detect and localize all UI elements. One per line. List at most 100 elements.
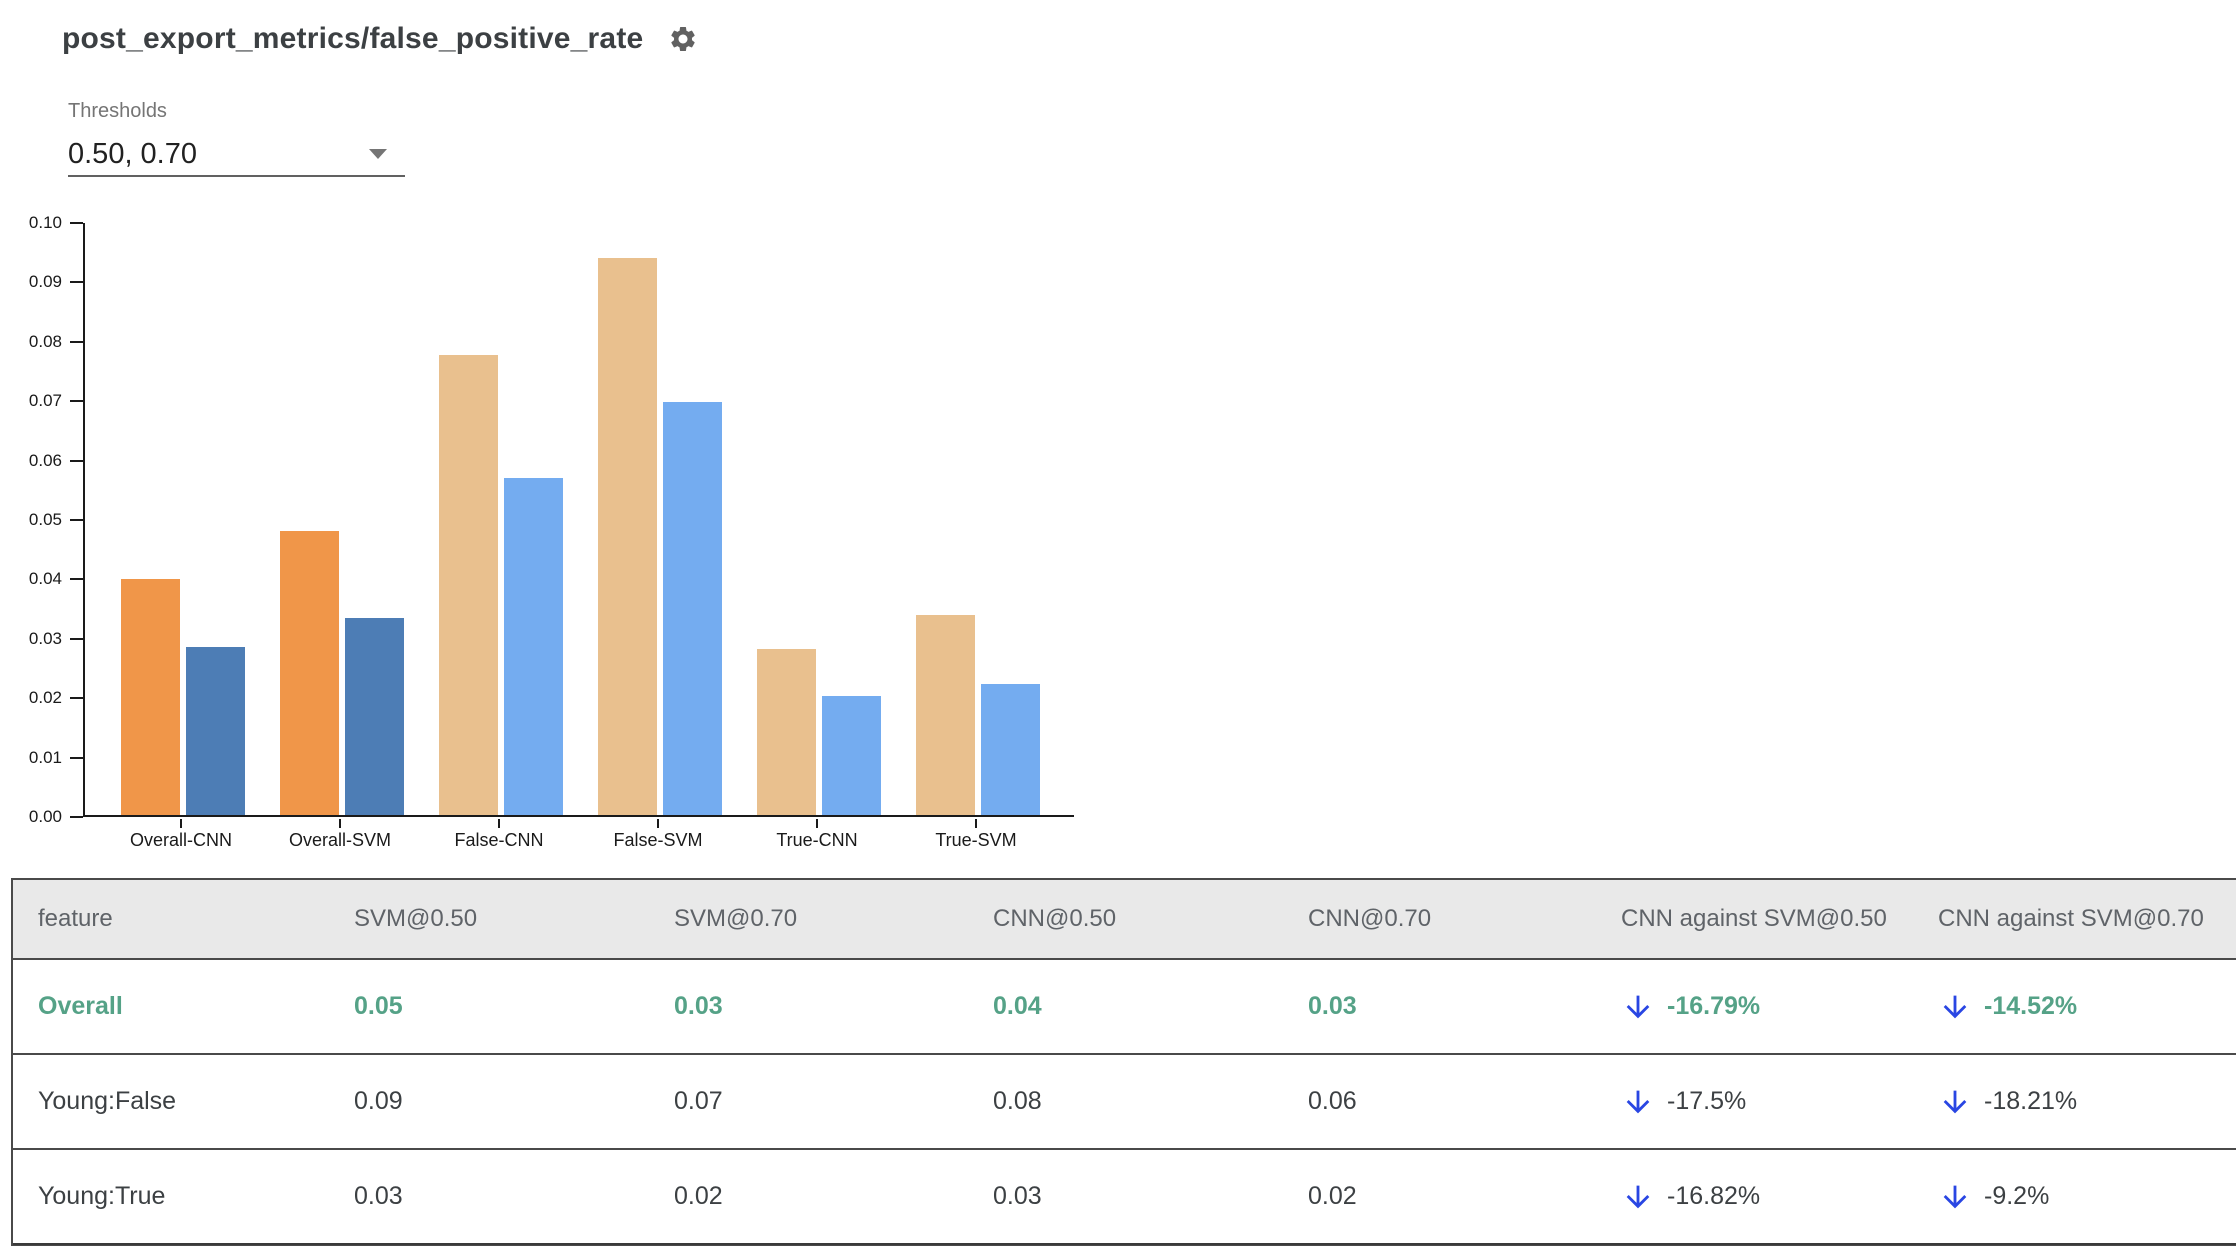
delta-cell: -14.52% bbox=[1913, 990, 2236, 1024]
metric-value-cell: 0.08 bbox=[993, 1087, 1042, 1115]
x-axis-category-label: True-CNN bbox=[776, 830, 858, 850]
bar-True-CNN-threshold-0.50[interactable] bbox=[757, 649, 816, 815]
metric-value-cell: 0.03 bbox=[1308, 992, 1357, 1020]
x-axis-category-label: False-SVM bbox=[613, 830, 703, 850]
metric-value-cell: 0.04 bbox=[993, 992, 1042, 1020]
x-axis-tick bbox=[975, 819, 977, 828]
bar-False-SVM-threshold-0.50[interactable] bbox=[598, 258, 657, 815]
column-header-cnn-against-svm-0-50: CNN against SVM@0.50 bbox=[1621, 905, 1887, 932]
y-axis-tick-label: 0.02 bbox=[28, 688, 62, 708]
delta-value: -14.52% bbox=[1984, 992, 2078, 1020]
table-header-row: feature SVM@0.50 SVM@0.70 CNN@0.50 CNN@0.70 C… bbox=[13, 880, 2236, 960]
y-axis-tick-label: 0.00 bbox=[28, 807, 62, 826]
chart-plot-area bbox=[83, 223, 1074, 817]
x-axis-tick bbox=[180, 819, 182, 828]
table-row-young-true: Young:True 0.03 0.02 0.03 0.02 -16.82% -9.2% bbox=[13, 1150, 2236, 1245]
metric-value-cell: 0.07 bbox=[674, 1087, 723, 1115]
arrow-down-icon bbox=[1943, 1185, 1967, 1208]
y-axis-tick-label: 0.07 bbox=[28, 391, 62, 411]
column-header-feature: feature bbox=[38, 905, 113, 932]
metrics-table: feature SVM@0.50 SVM@0.70 CNN@0.50 CNN@0.70 C… bbox=[11, 878, 2236, 1246]
y-axis-tick bbox=[70, 578, 83, 581]
delta-cell: -9.2% bbox=[1913, 1180, 2236, 1214]
column-header-svm-0-70: SVM@0.70 bbox=[674, 905, 798, 932]
x-axis-category-label: Overall-SVM bbox=[288, 830, 391, 850]
bar-Overall-CNN-threshold-0.70[interactable] bbox=[186, 647, 245, 815]
metric-value-cell: 0.05 bbox=[354, 992, 403, 1020]
metric-value-cell: 0.09 bbox=[354, 1087, 403, 1115]
metric-value-cell: 0.02 bbox=[674, 1182, 723, 1210]
metric-value-cell: 0.03 bbox=[674, 992, 723, 1020]
x-axis-category-label: False-CNN bbox=[454, 830, 544, 850]
delta-value: -9.2% bbox=[1984, 1182, 2050, 1210]
y-axis-tick bbox=[70, 281, 83, 284]
arrow-down-icon bbox=[1626, 1185, 1650, 1208]
y-axis-tick bbox=[70, 340, 83, 343]
delta-value: -16.82% bbox=[1667, 1182, 1761, 1210]
y-axis-tick-label: 0.01 bbox=[28, 747, 62, 767]
bar-True-SVM-threshold-0.70[interactable] bbox=[981, 684, 1040, 815]
bar-False-CNN-threshold-0.50[interactable] bbox=[439, 355, 498, 815]
thresholds-label: Thresholds bbox=[68, 100, 167, 122]
table-row-overall: Overall 0.05 0.03 0.04 0.03 -16.79% -14.52% bbox=[13, 960, 2236, 1055]
x-axis-tick bbox=[816, 819, 818, 828]
x-axis-category-label: True-SVM bbox=[935, 830, 1017, 850]
settings-button[interactable] bbox=[667, 23, 699, 55]
delta-cell: -16.79% bbox=[1596, 990, 1913, 1024]
bar-Overall-SVM-threshold-0.50[interactable] bbox=[280, 531, 339, 815]
x-axis-tick bbox=[339, 819, 341, 828]
y-axis-tick-label: 0.04 bbox=[28, 569, 62, 589]
dropdown-underline bbox=[68, 175, 405, 177]
y-axis-tick-label: 0.06 bbox=[28, 450, 62, 470]
y-axis-tick-label: 0.10 bbox=[28, 213, 62, 232]
bar-False-SVM-threshold-0.70[interactable] bbox=[663, 402, 722, 815]
column-header-cnn-0-50: CNN@0.50 bbox=[993, 905, 1117, 932]
metric-value-cell: 0.06 bbox=[1308, 1087, 1357, 1115]
metric-value-cell: 0.02 bbox=[1308, 1182, 1357, 1210]
y-axis-tick-label: 0.09 bbox=[28, 272, 62, 292]
delta-cell: -18.21% bbox=[1913, 1085, 2236, 1119]
gear-icon bbox=[671, 27, 696, 51]
delta-cell: -17.5% bbox=[1596, 1085, 1913, 1119]
y-axis-tick-label: 0.08 bbox=[28, 331, 62, 351]
y-axis-tick bbox=[70, 459, 83, 462]
feature-cell: Overall bbox=[38, 992, 123, 1020]
delta-cell: -16.82% bbox=[1596, 1180, 1913, 1214]
y-axis-tick bbox=[70, 400, 83, 403]
chevron-down-icon bbox=[369, 149, 387, 159]
y-axis-tick bbox=[70, 816, 83, 818]
thresholds-value: 0.50, 0.70 bbox=[68, 137, 197, 170]
x-axis-tick bbox=[498, 819, 500, 828]
y-axis-tick-label: 0.05 bbox=[28, 510, 62, 529]
bar-Overall-SVM-threshold-0.70[interactable] bbox=[345, 618, 404, 815]
metric-header: post_export_metrics/false_positive_rate bbox=[62, 22, 699, 56]
x-axis-tick bbox=[657, 819, 659, 828]
feature-cell: Young:False bbox=[38, 1087, 177, 1115]
bar-True-CNN-threshold-0.70[interactable] bbox=[822, 696, 881, 815]
arrow-down-icon bbox=[1626, 995, 1650, 1018]
y-axis-tick bbox=[70, 637, 83, 640]
feature-cell: Young:True bbox=[38, 1182, 166, 1210]
delta-value: -17.5% bbox=[1667, 1087, 1747, 1115]
bar-True-SVM-threshold-0.50[interactable] bbox=[916, 615, 975, 815]
bar-Overall-CNN-threshold-0.50[interactable] bbox=[121, 579, 180, 815]
delta-value: -18.21% bbox=[1984, 1087, 2078, 1115]
bar-False-CNN-threshold-0.70[interactable] bbox=[504, 478, 563, 815]
metric-value-cell: 0.03 bbox=[993, 1182, 1042, 1210]
column-header-svm-0-50: SVM@0.50 bbox=[354, 905, 478, 932]
y-axis-tick bbox=[70, 222, 83, 224]
arrow-down-icon bbox=[1626, 1090, 1650, 1113]
y-axis-tick bbox=[70, 697, 83, 700]
delta-value: -16.79% bbox=[1667, 992, 1761, 1020]
arrow-down-icon bbox=[1943, 995, 1967, 1018]
column-header-cnn-against-svm-0-70: CNN against SVM@0.70 bbox=[1938, 905, 2204, 932]
y-axis-tick bbox=[70, 756, 83, 759]
y-axis-tick bbox=[70, 519, 83, 521]
column-header-cnn-0-70: CNN@0.70 bbox=[1308, 905, 1432, 932]
x-axis-category-label: Overall-CNN bbox=[129, 830, 232, 850]
arrow-down-icon bbox=[1943, 1090, 1967, 1113]
metric-value-cell: 0.03 bbox=[354, 1182, 403, 1210]
y-axis-tick-label: 0.03 bbox=[28, 628, 62, 648]
thresholds-dropdown[interactable]: Thresholds 0.50, 0.70 bbox=[68, 100, 405, 177]
table-row-young-false: Young:False 0.09 0.07 0.08 0.06 -17.5% -18.21% bbox=[13, 1055, 2236, 1150]
